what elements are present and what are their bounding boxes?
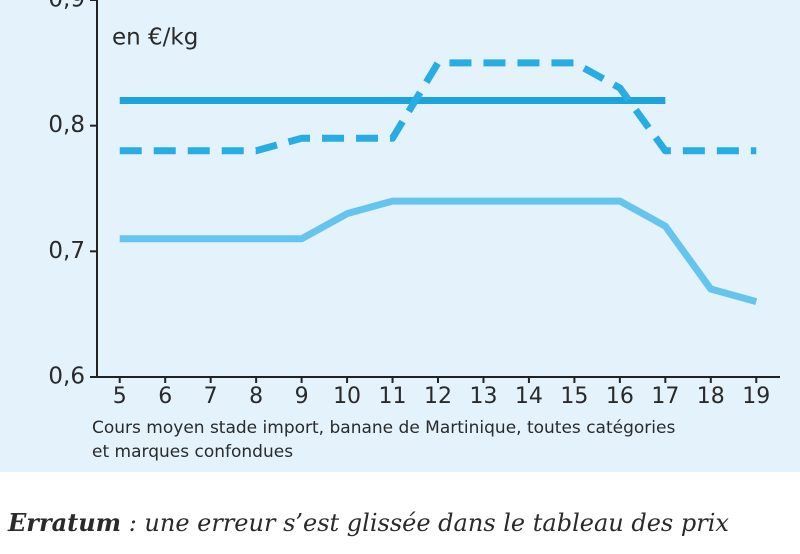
x-tick-label: 11 <box>379 384 407 409</box>
series-line <box>119 59 757 155</box>
erratum-label: Erratum <box>7 508 121 537</box>
series-line <box>119 197 758 305</box>
y-tick-label: 0,6 <box>48 364 85 390</box>
x-tick-label: 15 <box>560 384 588 409</box>
x-tick-label: 16 <box>606 384 634 409</box>
x-tick-label: 12 <box>424 384 452 409</box>
x-tick-label: 9 <box>295 384 309 409</box>
unit-annotation: en €/kg <box>112 25 198 51</box>
x-tick-label: 8 <box>249 384 263 409</box>
x-tick-label: 18 <box>697 384 725 409</box>
x-tick-label: 6 <box>158 384 172 409</box>
x-tick-label: 5 <box>113 384 127 409</box>
x-tick-label: 17 <box>651 384 679 409</box>
caption-line: Cours moyen stade import, banane de Mart… <box>92 418 675 438</box>
x-tick-label: 13 <box>469 384 497 409</box>
x-tick-label: 19 <box>742 384 770 409</box>
y-tick-label: 0,7 <box>48 238 85 264</box>
y-tick-label: 0,9 <box>48 0 85 13</box>
x-tick-label: 10 <box>333 384 361 409</box>
x-tick-label: 7 <box>204 384 218 409</box>
caption-line: et marques confondues <box>92 442 293 462</box>
y-tick-label: 0,8 <box>48 112 85 138</box>
erratum-text: : une erreur s’est glissée dans le table… <box>121 509 729 537</box>
x-tick-label: 14 <box>515 384 543 409</box>
erratum: Erratum : une erreur s’est glissée dans … <box>7 508 729 537</box>
